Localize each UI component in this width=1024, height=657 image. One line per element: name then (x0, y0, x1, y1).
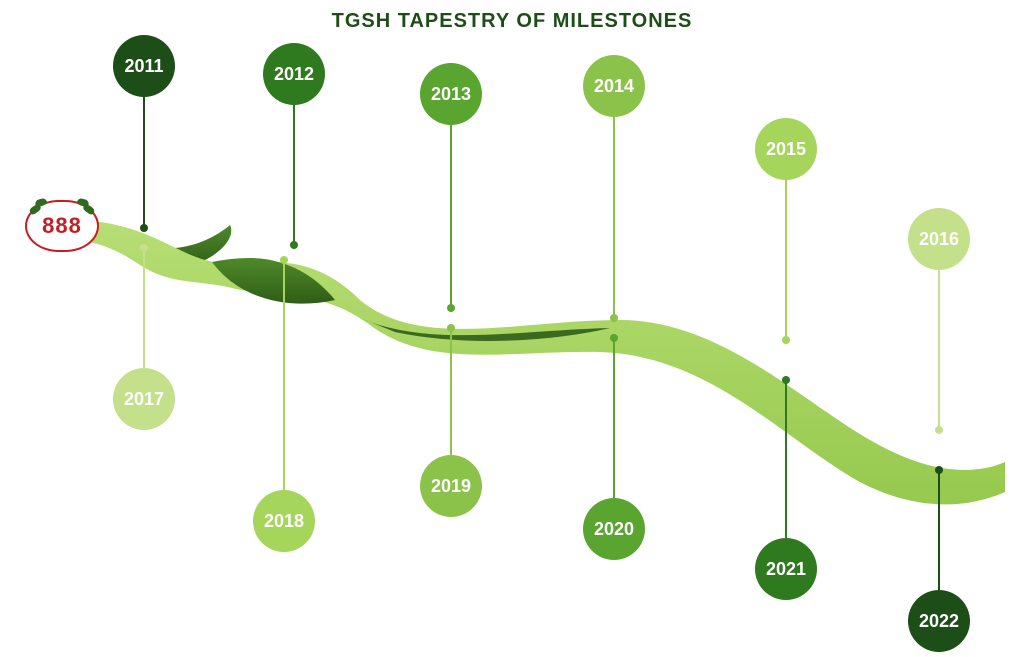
milestone-anchor-dot (610, 334, 618, 342)
milestone-node[interactable]: 2015 (755, 118, 817, 180)
milestone-node[interactable]: 2019 (420, 455, 482, 517)
milestone-year-label: 2022 (919, 611, 959, 632)
milestone-node[interactable]: 2018 (253, 490, 315, 552)
milestone-anchor-dot (447, 324, 455, 332)
milestone-node[interactable]: 2016 (908, 208, 970, 270)
ribbon-top (70, 220, 1005, 504)
milestone-stem (938, 270, 940, 430)
milestone-year-label: 2014 (594, 76, 634, 97)
milestone-anchor-dot (140, 244, 148, 252)
milestone-stem (283, 260, 285, 490)
brand-logo: 888 (25, 200, 99, 252)
milestone-anchor-dot (290, 241, 298, 249)
milestone-anchor-dot (610, 314, 618, 322)
logo-text: 888 (42, 213, 82, 239)
milestone-anchor-dot (782, 376, 790, 384)
milestone-node[interactable]: 2020 (583, 498, 645, 560)
milestone-anchor-dot (447, 304, 455, 312)
milestone-stem (293, 105, 295, 245)
milestone-node[interactable]: 2011 (113, 35, 175, 97)
milestone-year-label: 2021 (766, 559, 806, 580)
milestone-stem (143, 97, 145, 228)
milestone-stem (785, 180, 787, 340)
milestone-stem (450, 125, 452, 308)
milestone-year-label: 2018 (264, 511, 304, 532)
milestone-stem (613, 117, 615, 318)
milestone-year-label: 2020 (594, 519, 634, 540)
milestone-year-label: 2011 (124, 56, 163, 77)
milestone-year-label: 2015 (766, 139, 806, 160)
milestone-stem (785, 380, 787, 538)
milestone-year-label: 2019 (431, 476, 471, 497)
milestone-year-label: 2013 (431, 84, 471, 105)
milestone-node[interactable]: 2022 (908, 590, 970, 652)
milestone-year-label: 2017 (124, 389, 164, 410)
milestone-anchor-dot (140, 224, 148, 232)
milestone-year-label: 2016 (919, 229, 959, 250)
milestone-anchor-dot (935, 466, 943, 474)
milestone-anchor-dot (935, 426, 943, 434)
milestone-node[interactable]: 2017 (113, 368, 175, 430)
milestone-stem (613, 338, 615, 498)
milestone-year-label: 2012 (274, 64, 314, 85)
milestone-anchor-dot (280, 256, 288, 264)
milestone-stem (938, 470, 940, 590)
milestone-node[interactable]: 2014 (583, 55, 645, 117)
milestone-anchor-dot (782, 336, 790, 344)
milestone-stem (450, 328, 452, 455)
milestone-stem (143, 248, 145, 368)
milestone-node[interactable]: 2013 (420, 63, 482, 125)
milestone-node[interactable]: 2012 (263, 43, 325, 105)
ribbon (0, 0, 1024, 657)
milestone-node[interactable]: 2021 (755, 538, 817, 600)
